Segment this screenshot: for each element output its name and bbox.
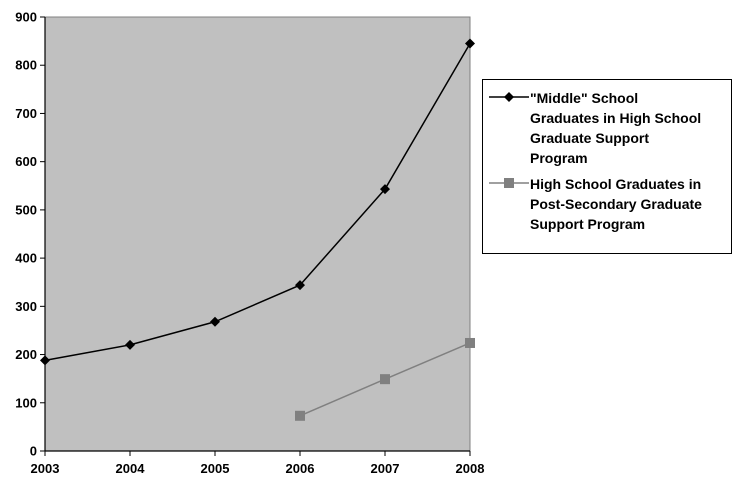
x-axis: 2003 2004 2005 2006 2007 2008: [31, 450, 485, 476]
y-tick-label: 600: [15, 154, 37, 169]
data-point-square: [465, 337, 475, 348]
legend-swatch-diamond-icon: [489, 92, 529, 102]
legend-label-middle-school: "Middle" School Graduates in High School…: [530, 90, 702, 166]
y-tick-label: 500: [15, 202, 37, 217]
y-tick-label: 400: [15, 251, 37, 266]
y-tick-label: 300: [15, 299, 37, 314]
series-line-0: [44, 43, 471, 362]
data-point-square: [295, 410, 305, 421]
data-point-diamond: [125, 339, 135, 350]
data-point-diamond: [40, 355, 50, 366]
data-point-square: [380, 374, 390, 385]
x-tick-label: 2005: [201, 461, 230, 476]
series-layer: [40, 38, 475, 421]
data-point-diamond: [380, 184, 390, 195]
y-tick-label: 200: [15, 347, 37, 362]
legend-swatch-square-icon: [489, 178, 529, 188]
y-tick-label: 0: [30, 444, 37, 459]
legend: "Middle" School Graduates in High School…: [482, 79, 732, 254]
x-tick-label: 2003: [31, 461, 60, 476]
y-tick-label: 100: [15, 395, 37, 410]
x-tick-label: 2006: [286, 461, 315, 476]
data-point-diamond: [465, 38, 475, 49]
y-tick-label: 900: [15, 10, 37, 25]
y-tick-label: 800: [15, 58, 37, 73]
y-axis: 0 100 200 300 400 500 600 700 800 900: [15, 10, 46, 459]
x-tick-label: 2007: [371, 461, 400, 476]
y-tick-label: 700: [15, 106, 37, 121]
x-tick-label: 2008: [456, 461, 485, 476]
legend-label-high-school: High School Graduates in Post-Secondary …: [530, 176, 702, 232]
plot-area: [44, 16, 471, 452]
x-tick-label: 2004: [116, 461, 146, 476]
data-point-diamond: [210, 316, 220, 327]
data-point-diamond: [295, 280, 305, 291]
